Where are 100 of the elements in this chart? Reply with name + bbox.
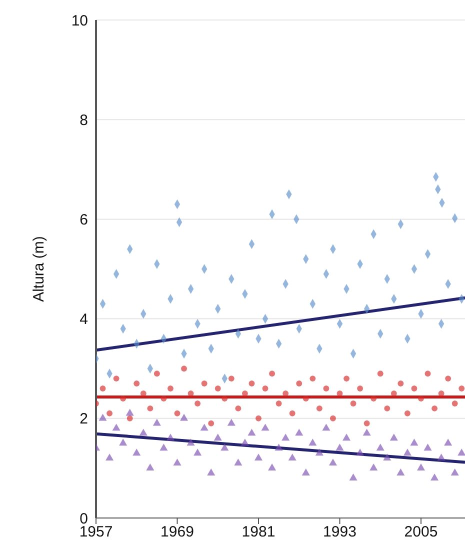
point: [235, 405, 242, 412]
point: [396, 468, 405, 476]
point: [349, 474, 358, 480]
point: [316, 405, 322, 412]
point: [282, 390, 289, 396]
point: [268, 464, 276, 471]
point: [207, 468, 216, 476]
point: [194, 448, 202, 456]
point: [146, 464, 154, 471]
point: [248, 380, 255, 387]
point: [214, 386, 221, 392]
point: [403, 448, 412, 456]
point: [200, 424, 208, 431]
point: [390, 434, 398, 441]
x-tick-label: 1993: [323, 524, 356, 541]
point: [364, 420, 370, 426]
point: [336, 390, 343, 396]
point: [134, 380, 140, 387]
point: [282, 434, 290, 441]
point: [166, 434, 174, 441]
point: [432, 405, 438, 412]
point: [350, 400, 356, 406]
point: [242, 390, 248, 396]
point: [234, 458, 242, 466]
point: [120, 396, 126, 402]
point: [370, 464, 378, 471]
x-tick-label: 1969: [160, 524, 194, 541]
point: [410, 438, 418, 446]
point: [322, 424, 330, 431]
point: [269, 370, 276, 377]
point: [254, 454, 263, 461]
point: [188, 390, 194, 396]
point: [186, 438, 195, 446]
point: [139, 428, 148, 436]
point: [342, 434, 351, 441]
point: [424, 370, 431, 377]
point: [220, 444, 229, 451]
point: [302, 396, 309, 402]
point: [262, 386, 268, 392]
point: [194, 400, 201, 406]
point: [458, 448, 465, 456]
point: [140, 390, 146, 396]
point: [328, 458, 337, 466]
point: [201, 380, 208, 387]
point: [377, 370, 384, 377]
point: [295, 428, 304, 436]
point: [404, 410, 410, 416]
point: [310, 376, 316, 382]
point: [411, 386, 418, 392]
point: [126, 408, 134, 416]
point: [106, 410, 113, 416]
y-axis-title: Altura (m): [30, 236, 48, 302]
y-tick-label: 10: [71, 12, 88, 30]
point: [418, 396, 424, 402]
point: [160, 444, 168, 451]
point: [152, 418, 161, 426]
point: [180, 414, 188, 421]
point: [323, 386, 330, 392]
point: [98, 414, 107, 421]
point: [289, 410, 296, 416]
point: [160, 396, 167, 402]
point: [248, 428, 256, 436]
point: [376, 444, 384, 451]
point: [458, 386, 465, 392]
point: [452, 400, 458, 406]
point: [174, 410, 180, 416]
point: [113, 376, 120, 382]
point: [106, 454, 114, 461]
point: [147, 405, 154, 412]
point: [132, 448, 141, 456]
point: [126, 415, 133, 422]
point: [430, 474, 439, 480]
x-tick-label: 2005: [404, 524, 438, 541]
point: [437, 454, 446, 461]
point: [445, 376, 452, 382]
point: [100, 386, 106, 392]
point: [276, 400, 282, 406]
point: [398, 380, 404, 387]
point: [356, 448, 364, 456]
point: [424, 444, 432, 451]
point: [438, 390, 444, 396]
point: [296, 380, 302, 387]
point: [444, 438, 452, 446]
point: [227, 418, 236, 426]
point: [315, 448, 324, 456]
point: [344, 376, 350, 382]
point: [222, 396, 228, 402]
point: [336, 444, 344, 451]
point: [416, 464, 426, 471]
point: [119, 438, 128, 446]
y-tick-label: 4: [80, 311, 88, 328]
point: [214, 434, 222, 441]
point: [383, 454, 392, 461]
point: [256, 415, 262, 422]
point: [362, 428, 371, 436]
point: [302, 468, 310, 476]
point: [154, 370, 160, 377]
point: [181, 366, 188, 372]
point: [357, 386, 364, 392]
point: [167, 386, 174, 392]
